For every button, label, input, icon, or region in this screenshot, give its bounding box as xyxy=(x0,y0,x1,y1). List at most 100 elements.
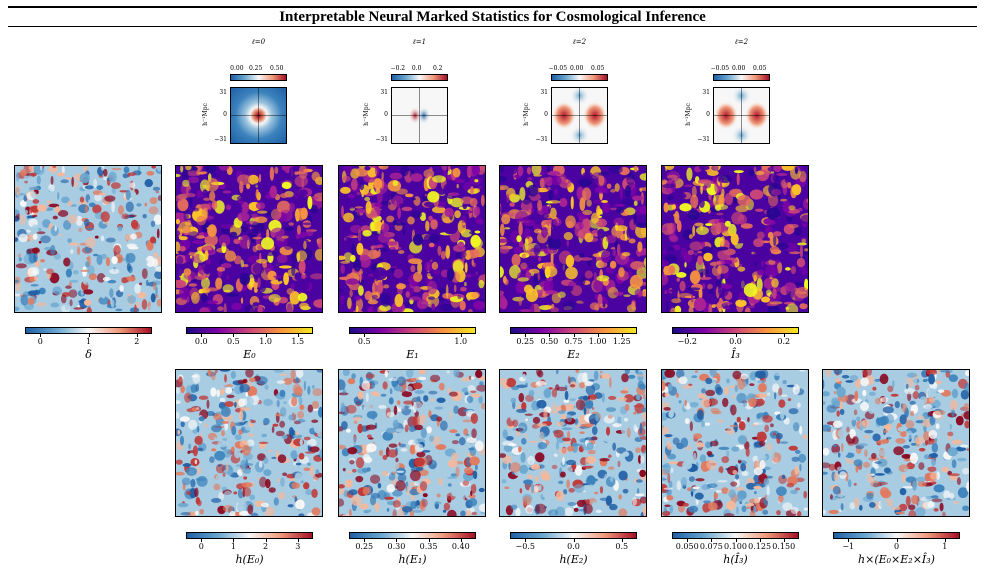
colorbar-tick-mark xyxy=(460,539,462,542)
colorbar-tick-label: 0.50 xyxy=(540,337,559,346)
colorbar xyxy=(186,532,313,539)
colorbar-tick-mark xyxy=(40,334,42,337)
kernel-y-tick: 31 xyxy=(380,89,388,96)
colorbar-tick-mark xyxy=(136,334,138,337)
kernel-y-tick: 0 xyxy=(706,111,710,118)
colorbar-tick-label: 0.0 xyxy=(729,337,742,346)
kernel-y-tick: −31 xyxy=(214,136,227,143)
field-map xyxy=(661,369,809,517)
colorbar-tick-mark xyxy=(201,334,203,337)
kernel-image xyxy=(713,87,770,144)
kernel-colorbar-tick: 0.2 xyxy=(432,65,443,72)
colorbar-tick-mark xyxy=(621,334,623,337)
colorbar-tick-mark xyxy=(783,539,785,542)
colorbar-label: h(E₀) xyxy=(235,553,264,566)
colorbar-tick-mark xyxy=(759,539,761,542)
colorbar-tick-label: 0.050 xyxy=(675,542,699,551)
top-rule xyxy=(8,6,977,8)
field-map xyxy=(661,165,809,313)
kernel-image xyxy=(391,87,448,144)
colorbar-tick-mark xyxy=(396,539,398,542)
colorbar-label: h(Î₃) xyxy=(723,553,748,566)
colorbar-label: h×(E₀×E₂×Î₃) xyxy=(858,553,935,566)
colorbar xyxy=(672,532,799,539)
kernel-y-tick: 0 xyxy=(544,111,548,118)
colorbar-tick-label: 0.125 xyxy=(748,542,772,551)
colorbar-tick-mark xyxy=(549,334,551,337)
colorbar-tick-label: 0.075 xyxy=(699,542,723,551)
colorbar-tick-label: 1.00 xyxy=(588,337,607,346)
field-map xyxy=(499,165,647,313)
colorbar xyxy=(349,532,476,539)
kernel-colorbar-tick: 0.00 xyxy=(569,65,584,72)
colorbar-tick-mark xyxy=(265,334,267,337)
colorbar-label: h(E₂) xyxy=(559,553,588,566)
colorbar-tick-label: 2 xyxy=(134,337,140,346)
colorbar-tick-mark xyxy=(944,539,946,542)
colorbar-label: E₁ xyxy=(406,348,419,361)
colorbar-tick-mark xyxy=(428,539,430,542)
colorbar-tick-mark xyxy=(687,539,689,542)
kernel-title: ℓ=1 xyxy=(412,38,427,46)
colorbar-tick-mark xyxy=(735,539,737,542)
field-map xyxy=(14,165,162,313)
colorbar-tick-label: 0.35 xyxy=(419,542,438,551)
colorbar-label: δ xyxy=(85,348,92,361)
colorbar-tick-label: 1.25 xyxy=(612,337,631,346)
colorbar-tick-label: 0.5 xyxy=(615,542,629,551)
colorbar-tick-label: −1 xyxy=(842,542,855,551)
kernel-colorbar-tick: 0.50 xyxy=(270,65,284,72)
colorbar-tick-mark xyxy=(297,539,299,542)
field-map xyxy=(338,165,486,313)
kernel-title: ℓ=0 xyxy=(251,38,266,46)
colorbar-tick-label: 2 xyxy=(263,542,269,551)
field-map xyxy=(822,369,970,517)
kernel-y-label: h⁻¹Mpc xyxy=(684,103,692,126)
colorbar-tick-label: 1 xyxy=(230,542,236,551)
colorbar-tick-label: 0 xyxy=(893,542,900,551)
colorbar xyxy=(349,327,476,334)
kernel-title: ℓ=2 xyxy=(734,38,749,46)
colorbar-tick-label: 0.25 xyxy=(516,337,535,346)
kernel-y-tick: 0 xyxy=(223,111,227,118)
colorbar-tick-mark xyxy=(364,539,366,542)
colorbar-tick-label: −0.5 xyxy=(515,542,535,551)
colorbar-tick-mark xyxy=(525,539,527,542)
colorbar-tick-mark xyxy=(233,539,235,542)
field-map xyxy=(175,369,323,517)
colorbar-tick-label: 0.30 xyxy=(387,542,406,551)
colorbar-tick-label: 0.75 xyxy=(564,337,583,346)
kernel-colorbar xyxy=(391,74,448,81)
title-rule xyxy=(8,26,977,27)
colorbar-tick-mark xyxy=(364,334,366,337)
colorbar-tick-label: 0.100 xyxy=(724,542,747,551)
figure-title: Interpretable Neural Marked Statistics f… xyxy=(279,9,706,25)
colorbar-tick-mark xyxy=(896,539,898,542)
kernel-colorbar xyxy=(551,74,608,81)
colorbar-tick-mark xyxy=(597,334,599,337)
field-map xyxy=(175,165,323,313)
kernel-colorbar-tick: 0.05 xyxy=(591,65,605,72)
kernel-colorbar-tick: −0.2 xyxy=(390,65,406,72)
colorbar-tick-label: 1.0 xyxy=(454,337,468,346)
kernel-image xyxy=(230,87,287,144)
colorbar-tick-label: 0.2 xyxy=(777,337,791,346)
kernel-y-tick: 31 xyxy=(219,89,227,96)
kernel-colorbar-tick: −0.05 xyxy=(710,65,730,72)
kernel-y-tick: −31 xyxy=(697,136,710,143)
colorbar xyxy=(25,327,152,334)
kernel-y-tick: −31 xyxy=(375,136,388,143)
colorbar-tick-mark xyxy=(265,539,267,542)
kernel-colorbar-tick: −0.05 xyxy=(548,65,568,72)
colorbar-tick-mark xyxy=(201,539,203,542)
field-map xyxy=(338,369,486,517)
colorbar-tick-mark xyxy=(460,334,462,337)
colorbar-tick-mark xyxy=(573,334,575,337)
kernel-colorbar-tick: 0.25 xyxy=(248,65,263,72)
colorbar xyxy=(833,532,960,539)
colorbar-tick-label: 0.5 xyxy=(227,337,240,346)
colorbar-tick-mark xyxy=(525,334,527,337)
kernel-y-tick: −31 xyxy=(535,136,548,143)
colorbar-label: E₂ xyxy=(567,348,580,361)
colorbar xyxy=(510,327,637,334)
